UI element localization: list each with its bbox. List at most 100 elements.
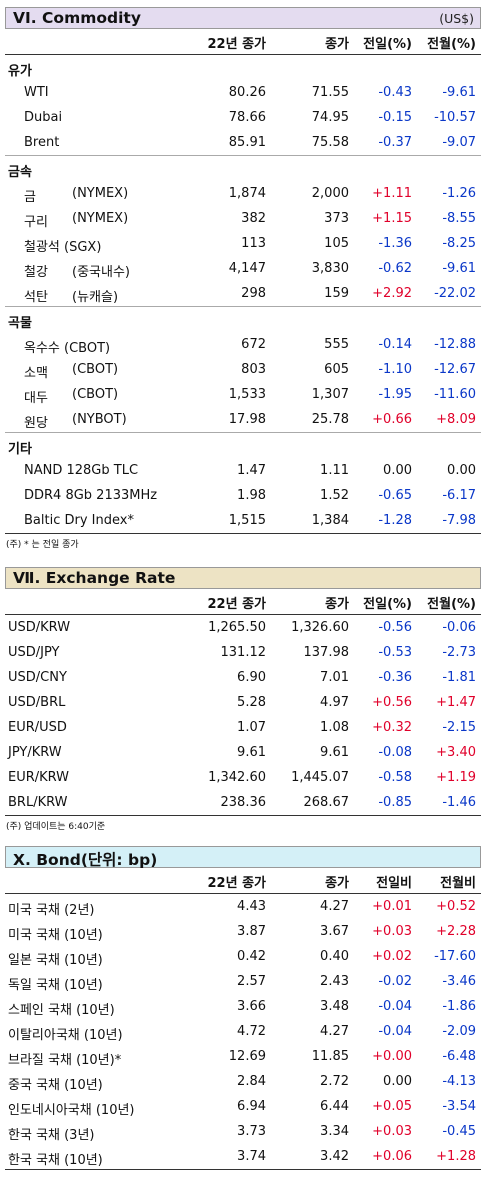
currency-pair: BRL/KRW	[8, 795, 68, 810]
table-row: NAND 128Gb TLC 1.47 1.11 0.00 0.00	[5, 458, 481, 483]
currency-pair: USD/BRL	[8, 695, 66, 710]
close-value: 555	[324, 337, 349, 352]
monthly-change: -11.60	[434, 387, 476, 402]
prev-close-value: 1,265.50	[208, 620, 266, 635]
monthly-change: -0.45	[442, 1124, 476, 1139]
close-value: 373	[324, 211, 349, 226]
prev-close-value: 3.73	[237, 1124, 266, 1139]
commodity-section: VI. Commodity (US$) 22년 종가 종가 전일(%) 전월(%…	[5, 7, 481, 552]
table-row: EUR/KRW 1,342.60 1,445.07 -0.58 +1.19	[5, 765, 481, 790]
close-value: 1,326.60	[291, 620, 349, 635]
bond-name: 중국 국채 (10년)	[8, 1078, 103, 1093]
monthly-change: -9.61	[442, 85, 476, 100]
close-value: 4.27	[320, 1024, 349, 1039]
prev-close-value: 1.98	[237, 488, 266, 503]
prev-close-value: 2.84	[237, 1074, 266, 1089]
close-value: 1,445.07	[291, 770, 349, 785]
monthly-change: -7.98	[442, 513, 476, 528]
exchange-note: (주) 업데이트는 6:40기준	[6, 822, 106, 832]
daily-change: +0.56	[372, 695, 412, 710]
item-exchange: (CBOT)	[72, 362, 119, 377]
table-row: 구리 (NYMEX) 382 373 +1.15 -8.55	[5, 206, 481, 231]
divider	[5, 893, 481, 894]
daily-change: -0.04	[378, 999, 412, 1014]
item-exchange: (NYBOT)	[72, 412, 127, 427]
bond-table-body: 미국 국채 (2년) 4.43 4.27 +0.01 +0.52 미국 국채 (10년) 3…	[5, 894, 481, 1169]
bond-name: 한국 국채 (10년)	[8, 1153, 103, 1168]
prev-close-value: 12.69	[228, 1049, 266, 1064]
monthly-change: -10.57	[434, 110, 476, 125]
daily-change: -0.08	[378, 745, 412, 760]
bond-header: X. Bond(단위: bp)	[5, 846, 481, 869]
close-value: 4.27	[320, 899, 349, 914]
monthly-change: -1.26	[442, 186, 476, 201]
prev-close-value: 1.07	[237, 720, 266, 735]
commodity-unit: (US$)	[439, 11, 474, 26]
item-exchange: (NYMEX)	[72, 211, 129, 226]
table-row: 대두 (CBOT) 1,533 1,307 -1.95 -11.60	[5, 382, 481, 407]
monthly-change: +8.09	[436, 412, 476, 427]
monthly-change: +1.19	[436, 770, 476, 785]
daily-change: +0.03	[372, 1124, 412, 1139]
table-row: 미국 국채 (2년) 4.43 4.27 +0.01 +0.52	[5, 894, 481, 919]
monthly-change: -17.60	[434, 949, 476, 964]
divider	[5, 614, 481, 615]
close-value: 605	[324, 362, 349, 377]
monthly-change: -12.88	[434, 337, 476, 352]
daily-change: -1.95	[378, 387, 412, 402]
monthly-change: -22.02	[434, 286, 476, 301]
category-row: 기타	[5, 433, 481, 458]
monthly-change: -1.46	[442, 795, 476, 810]
close-value: 1.11	[320, 463, 349, 478]
monthly-change: -6.48	[442, 1049, 476, 1064]
close-value: 9.61	[320, 745, 349, 760]
divider	[5, 815, 481, 816]
col-header-monthly: 전월(%)	[427, 597, 476, 612]
prev-close-value: 17.98	[228, 412, 266, 427]
monthly-change: 0.00	[447, 463, 476, 478]
item-name: 철광석 (SGX)	[24, 240, 102, 255]
daily-change: +0.05	[372, 1099, 412, 1114]
monthly-change: -9.61	[442, 261, 476, 276]
currency-pair: JPY/KRW	[8, 745, 62, 760]
col-header-daily: 전일(%)	[363, 37, 412, 52]
prev-close-value: 4.72	[237, 1024, 266, 1039]
daily-change: -0.43	[378, 85, 412, 100]
monthly-change: +2.28	[436, 924, 476, 939]
daily-change: +1.11	[372, 186, 412, 201]
commodity-note: (주) * 는 전일 종가	[6, 540, 79, 550]
monthly-change: -6.17	[442, 488, 476, 503]
category-row: 금속	[5, 156, 481, 181]
table-row: 석탄 (뉴캐슬) 298 159 +2.92 -22.02	[5, 281, 481, 306]
col-header-prev-close: 22년 종가	[207, 37, 267, 52]
item-name: 철강	[24, 265, 48, 280]
daily-change: +0.66	[372, 412, 412, 427]
group-divider	[5, 155, 481, 156]
close-value: 2.72	[320, 1074, 349, 1089]
bond-name: 이탈리아국채 (10년)	[8, 1028, 123, 1043]
close-value: 137.98	[303, 645, 350, 660]
exchange-table-body: USD/KRW 1,265.50 1,326.60 -0.56 -0.06 USD/JPY…	[5, 615, 481, 815]
bond-title: X. Bond(단위: bp)	[13, 851, 158, 869]
divider	[5, 1169, 481, 1170]
bond-section: X. Bond(단위: bp) 22년 종가 종가 전일비 전월비 미국 국채 …	[5, 846, 481, 1170]
table-row: 미국 국채 (10년) 3.87 3.67 +0.03 +2.28	[5, 919, 481, 944]
prev-close-value: 131.12	[220, 645, 267, 660]
daily-change: -0.36	[378, 670, 412, 685]
monthly-change: -3.54	[442, 1099, 476, 1114]
commodity-header: VI. Commodity (US$)	[5, 7, 481, 29]
close-value: 3,830	[311, 261, 349, 276]
monthly-change: -9.07	[442, 135, 476, 150]
item-name: Baltic Dry Index*	[24, 513, 134, 528]
prev-close-value: 382	[241, 211, 266, 226]
item-name: 옥수수 (CBOT)	[24, 341, 111, 356]
daily-change: -0.62	[378, 261, 412, 276]
prev-close-value: 1.47	[237, 463, 266, 478]
prev-close-value: 85.91	[228, 135, 266, 150]
prev-close-value: 0.42	[237, 949, 266, 964]
bond-name: 일본 국채 (10년)	[8, 953, 103, 968]
col-header-prev-close: 22년 종가	[207, 597, 267, 612]
exchange-title: Ⅶ. Exchange Rate	[13, 569, 176, 587]
prev-close-value: 1,874	[228, 186, 266, 201]
item-name: 금	[24, 190, 36, 205]
